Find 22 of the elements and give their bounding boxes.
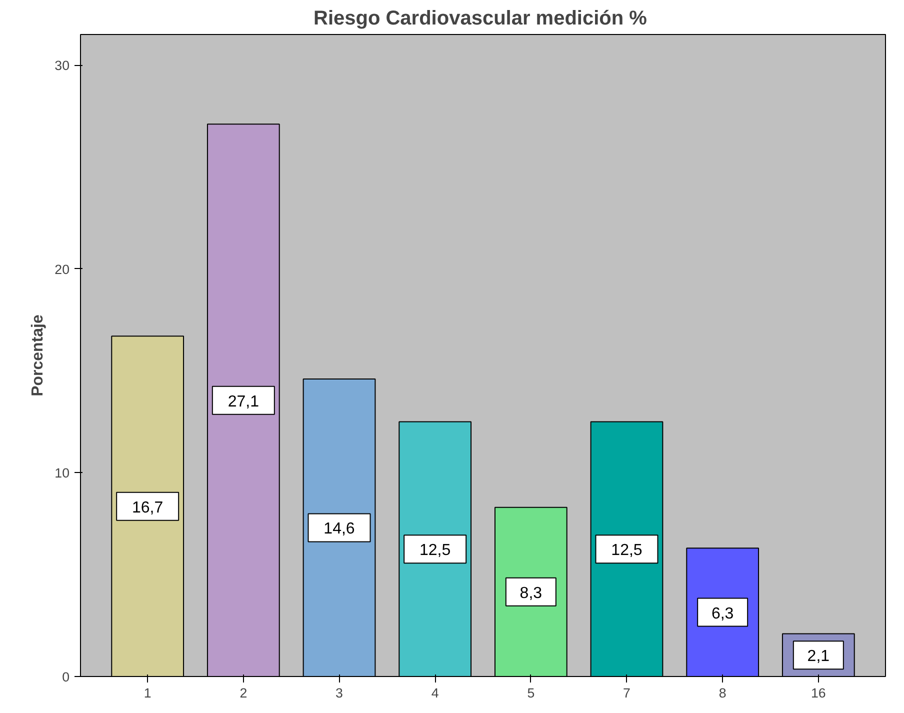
y-tick-label: 10 xyxy=(54,466,70,481)
x-tick-label: 2 xyxy=(240,686,248,700)
y-tick-label: 0 xyxy=(62,670,70,684)
y-tick-label: 30 xyxy=(54,58,70,74)
x-tick-label: 4 xyxy=(431,686,440,700)
x-tick-label: 5 xyxy=(527,686,535,700)
x-tick-label: 7 xyxy=(623,686,630,700)
x-tick-label: 3 xyxy=(336,686,343,700)
data-label: 14,6 xyxy=(324,520,355,538)
x-tick-label: 8 xyxy=(718,686,726,700)
data-label: 27,1 xyxy=(228,393,260,410)
y-tick-label: 20 xyxy=(54,262,70,277)
chart-title: Riesgo Cardiovascular medición % xyxy=(314,8,648,30)
x-tick-label: 1 xyxy=(144,686,152,700)
x-tick-label: 16 xyxy=(811,686,826,700)
data-label: 6,3 xyxy=(711,605,734,622)
data-label: 16,7 xyxy=(132,499,164,516)
data-label: 8,3 xyxy=(520,584,542,602)
data-label: 12,5 xyxy=(420,542,451,560)
data-label: 2,1 xyxy=(807,648,830,666)
data-label: 12,5 xyxy=(611,542,642,560)
y-axis-title: Porcentaje xyxy=(30,314,47,396)
